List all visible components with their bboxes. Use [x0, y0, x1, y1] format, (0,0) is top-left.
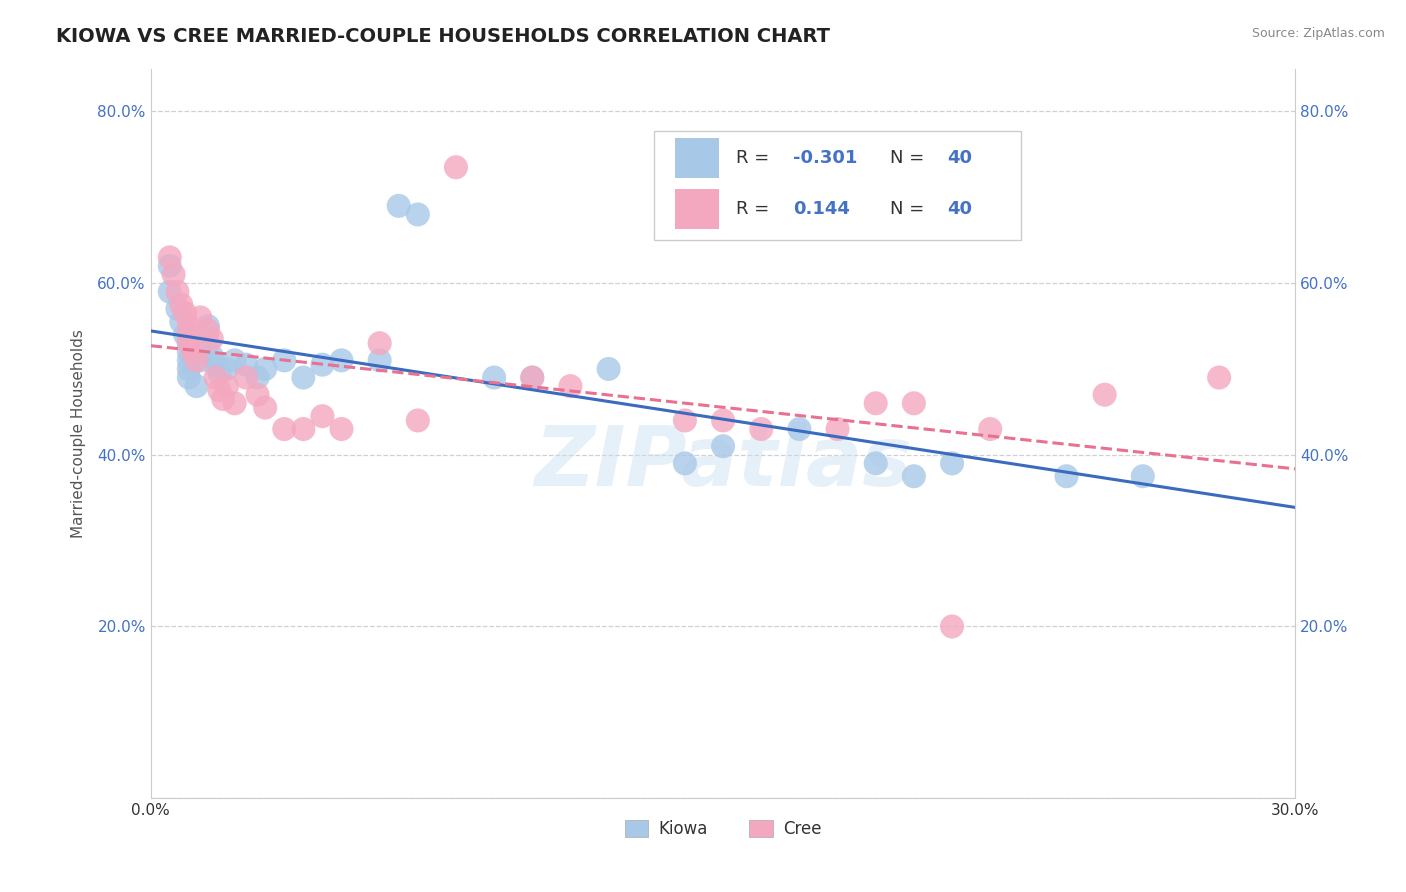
- Text: Source: ZipAtlas.com: Source: ZipAtlas.com: [1251, 27, 1385, 40]
- Point: [177, 336, 200, 351]
- Point: [292, 370, 315, 384]
- Point: [903, 469, 925, 483]
- Point: [406, 207, 429, 221]
- Point: [865, 456, 887, 470]
- Point: [197, 319, 219, 334]
- FancyBboxPatch shape: [675, 189, 718, 229]
- Point: [235, 370, 257, 384]
- Text: R =: R =: [735, 201, 775, 219]
- Point: [254, 362, 277, 376]
- Text: 40: 40: [948, 201, 973, 219]
- Text: 0.144: 0.144: [793, 201, 849, 219]
- Point: [330, 422, 353, 436]
- Point: [246, 370, 269, 384]
- Point: [941, 619, 963, 633]
- Point: [482, 370, 505, 384]
- Text: 40: 40: [948, 149, 973, 168]
- Point: [560, 379, 582, 393]
- Point: [1056, 469, 1078, 483]
- Point: [204, 358, 226, 372]
- Point: [162, 268, 184, 282]
- Point: [186, 353, 208, 368]
- Point: [311, 358, 333, 372]
- Point: [177, 327, 200, 342]
- Point: [208, 366, 231, 380]
- Point: [201, 332, 224, 346]
- Point: [311, 409, 333, 424]
- Point: [177, 336, 200, 351]
- Point: [368, 336, 391, 351]
- Point: [598, 362, 620, 376]
- Point: [522, 370, 544, 384]
- Text: N =: N =: [890, 201, 931, 219]
- Point: [749, 422, 772, 436]
- Point: [197, 323, 219, 337]
- Point: [177, 353, 200, 368]
- Point: [215, 362, 238, 376]
- Point: [197, 336, 219, 351]
- Point: [212, 392, 235, 406]
- Point: [188, 310, 211, 325]
- Text: KIOWA VS CREE MARRIED-COUPLE HOUSEHOLDS CORRELATION CHART: KIOWA VS CREE MARRIED-COUPLE HOUSEHOLDS …: [56, 27, 830, 45]
- Point: [170, 315, 193, 329]
- Point: [388, 199, 411, 213]
- Point: [711, 439, 734, 453]
- Point: [224, 353, 246, 368]
- Point: [444, 160, 467, 174]
- Point: [979, 422, 1001, 436]
- Point: [368, 353, 391, 368]
- FancyBboxPatch shape: [675, 138, 718, 178]
- Text: -0.301: -0.301: [793, 149, 858, 168]
- Point: [177, 344, 200, 359]
- Point: [673, 456, 696, 470]
- Point: [903, 396, 925, 410]
- Point: [166, 285, 188, 299]
- Point: [181, 344, 204, 359]
- Point: [789, 422, 811, 436]
- Point: [673, 413, 696, 427]
- Point: [166, 301, 188, 316]
- Point: [174, 327, 197, 342]
- Point: [522, 370, 544, 384]
- Point: [330, 353, 353, 368]
- Point: [273, 422, 295, 436]
- Point: [159, 285, 181, 299]
- FancyBboxPatch shape: [654, 130, 1021, 240]
- Point: [188, 353, 211, 368]
- Text: R =: R =: [735, 149, 775, 168]
- Point: [941, 456, 963, 470]
- Point: [177, 370, 200, 384]
- Point: [224, 396, 246, 410]
- Point: [177, 362, 200, 376]
- Point: [159, 251, 181, 265]
- Point: [246, 387, 269, 401]
- Point: [1208, 370, 1230, 384]
- Point: [186, 379, 208, 393]
- Point: [254, 401, 277, 415]
- Point: [159, 259, 181, 273]
- Point: [208, 384, 231, 398]
- Text: N =: N =: [890, 149, 931, 168]
- Legend: Kiowa, Cree: Kiowa, Cree: [619, 813, 828, 845]
- Point: [204, 370, 226, 384]
- Point: [827, 422, 849, 436]
- Point: [292, 422, 315, 436]
- Point: [865, 396, 887, 410]
- Point: [1094, 387, 1116, 401]
- Y-axis label: Married-couple Households: Married-couple Households: [72, 329, 86, 538]
- Point: [177, 319, 200, 334]
- Point: [215, 379, 238, 393]
- Point: [174, 306, 197, 320]
- Point: [201, 349, 224, 363]
- Text: ZIPatlas: ZIPatlas: [534, 422, 912, 503]
- Point: [235, 358, 257, 372]
- Point: [273, 353, 295, 368]
- Point: [406, 413, 429, 427]
- Point: [711, 413, 734, 427]
- Point: [1132, 469, 1154, 483]
- Point: [170, 297, 193, 311]
